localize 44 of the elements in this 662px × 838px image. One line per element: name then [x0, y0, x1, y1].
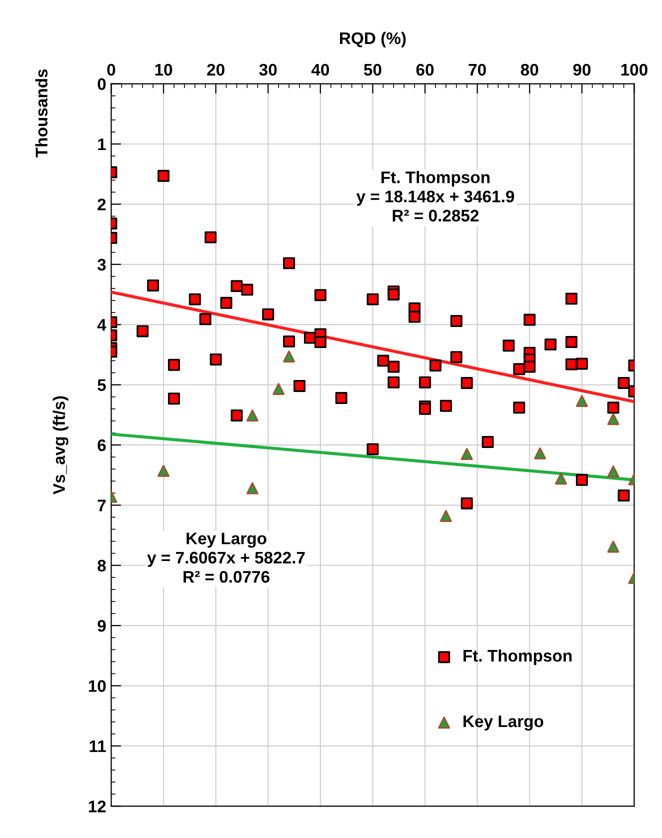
- x-tick-label: 40: [311, 64, 329, 76]
- x-tick-label: 70: [468, 64, 486, 76]
- text: Thousands: [35, 69, 48, 158]
- y-tick-label: 3: [97, 258, 106, 271]
- x-tick-label: 100: [621, 64, 648, 76]
- point: [576, 395, 588, 408]
- point: [440, 510, 452, 522]
- point: [607, 413, 620, 426]
- x-tick-label: 30: [259, 64, 277, 76]
- y-tick-label: 10: [88, 680, 106, 692]
- y-tick-label: 9: [98, 620, 106, 632]
- point: [460, 448, 473, 460]
- x-tick-label: 0: [107, 64, 116, 76]
- x-tick-label: 90: [573, 64, 590, 76]
- legend-label: Key Largo: [464, 716, 544, 731]
- point: [534, 447, 546, 460]
- y-tick-label: 6: [98, 439, 106, 452]
- x-tick-label: 80: [520, 64, 538, 76]
- y-tick-label: 1: [98, 138, 106, 150]
- y-tick-label: 2: [98, 198, 106, 210]
- point: [246, 409, 258, 422]
- x-tick-label: 50: [364, 64, 382, 76]
- point: [158, 464, 170, 477]
- y-tick-label: 5: [98, 379, 106, 391]
- point: [283, 350, 296, 362]
- y-tick-label: 8: [98, 560, 106, 572]
- point: [272, 383, 285, 395]
- y-tick-label: 11: [90, 740, 106, 752]
- point: [607, 540, 620, 553]
- point: [607, 465, 620, 478]
- annotation: Key Largo y = 7.6067x + 5822.7 R² = 0.0776: [147, 532, 305, 583]
- annotation: Ft. Thompson y = 18.148x + 3461.9 R² = 0.2852: [356, 171, 514, 222]
- y-tick-label: 7: [98, 500, 106, 512]
- x-tick-label: 20: [207, 64, 224, 76]
- y-tick-label: 4: [97, 319, 106, 331]
- point: [246, 482, 258, 494]
- x-tick-label: 60: [416, 64, 434, 76]
- y-tick-label: 12: [88, 800, 106, 812]
- legend-label: Ft. Thompson: [464, 649, 572, 665]
- y-tick-label: 0: [98, 78, 106, 90]
- point: [554, 472, 567, 485]
- x-tick-label: 10: [155, 64, 172, 76]
- x-axis-title: RQD (%): [340, 32, 406, 48]
- y-axis-title: Vs_avg (ft/s): [52, 396, 68, 494]
